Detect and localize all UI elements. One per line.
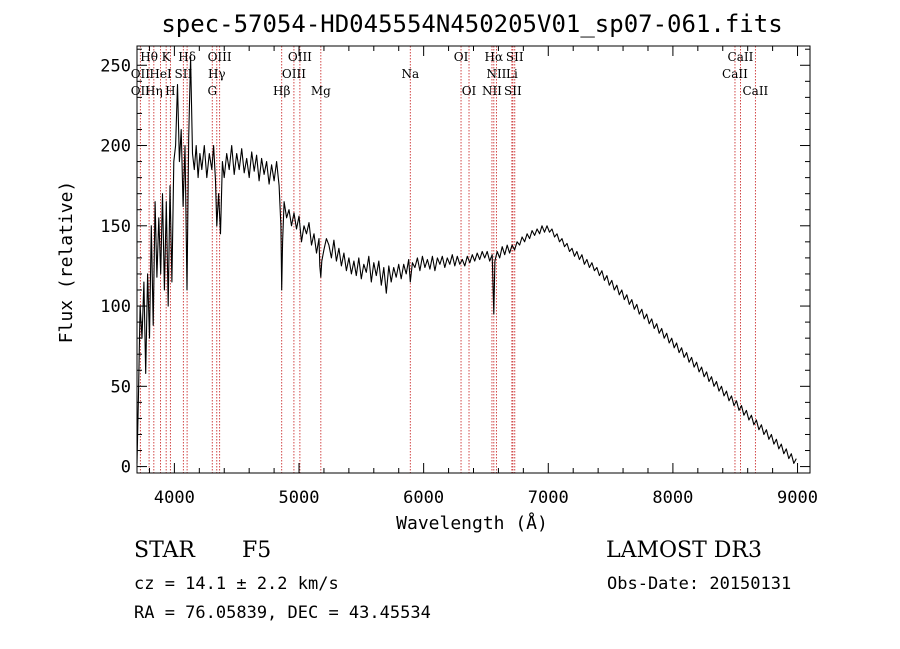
x-tick-label-9000: 9000 bbox=[777, 488, 818, 508]
y-tick-label-100: 100 bbox=[100, 297, 131, 317]
y-tick-label-0: 0 bbox=[121, 458, 131, 478]
x-tick-label-7000: 7000 bbox=[528, 488, 569, 508]
y-tick-label-200: 200 bbox=[100, 137, 131, 157]
line-label-18: OII bbox=[131, 84, 151, 98]
object-subclass: F5 bbox=[242, 538, 272, 563]
line-label-10: HeI bbox=[149, 67, 172, 81]
plot-frame bbox=[136, 45, 811, 474]
line-label-1: K bbox=[162, 50, 172, 64]
line-label-24: OI bbox=[462, 84, 477, 98]
line-label-23: Mg bbox=[311, 84, 331, 98]
line-label-21: G bbox=[207, 84, 217, 98]
line-label-16: Li bbox=[506, 67, 518, 81]
spectrum-series-line bbox=[136, 56, 797, 464]
y-axis-label: Flux (relative) bbox=[56, 181, 77, 344]
line-label-20: H bbox=[165, 84, 175, 98]
x-tick-label-5000: 5000 bbox=[279, 488, 320, 508]
y-tick-label-50: 50 bbox=[111, 377, 131, 397]
line-label-14: Na bbox=[401, 67, 419, 81]
line-label-13: OIII bbox=[282, 67, 306, 81]
line-label-5: OI bbox=[454, 50, 469, 64]
y-tick-label-250: 250 bbox=[100, 56, 131, 76]
line-label-12: Hγ bbox=[208, 67, 226, 81]
obs-date-text: Obs-Date: 20150131 bbox=[607, 574, 792, 594]
line-label-27: CaII bbox=[742, 84, 768, 98]
line-label-25: NII bbox=[482, 84, 502, 98]
line-label-3: OIII bbox=[208, 50, 232, 64]
chart-title: spec-57054-HD045554N450205V01_sp07-061.f… bbox=[161, 10, 782, 38]
line-label-4: OIII bbox=[288, 50, 312, 64]
x-tick-label-8000: 8000 bbox=[652, 488, 693, 508]
coordinates-text: RA = 76.05839, DEC = 43.45534 bbox=[134, 603, 431, 623]
object-class: STAR bbox=[134, 538, 195, 563]
line-label-19: Hη bbox=[145, 84, 163, 98]
x-tick-label-4000: 4000 bbox=[154, 488, 195, 508]
redshift-text: cz = 14.1 ± 2.2 km/s bbox=[134, 574, 339, 594]
line-label-26: SII bbox=[504, 84, 522, 98]
line-label-15: NII bbox=[486, 67, 506, 81]
line-label-0: Hθ bbox=[140, 50, 158, 64]
line-label-17: CaII bbox=[722, 67, 748, 81]
line-label-9: OII bbox=[131, 67, 151, 81]
x-axis-label: Wavelength (Å) bbox=[396, 512, 548, 534]
axis-tick-labels: 4000 5000 6000 7000 8000 9000 0 50 100 150 200 250 bbox=[100, 56, 818, 508]
survey-name: LAMOST DR3 bbox=[606, 538, 762, 563]
line-label-2: Hδ bbox=[178, 50, 196, 64]
axis-ticks bbox=[137, 46, 810, 473]
line-label-8: CaII bbox=[728, 50, 754, 64]
line-label-6: Hα bbox=[485, 50, 504, 64]
line-label-22: Hβ bbox=[273, 84, 290, 98]
y-tick-label-150: 150 bbox=[100, 217, 131, 237]
x-tick-label-6000: 6000 bbox=[403, 488, 444, 508]
line-label-11: SII bbox=[175, 67, 193, 81]
line-label-7: SII bbox=[506, 50, 524, 64]
